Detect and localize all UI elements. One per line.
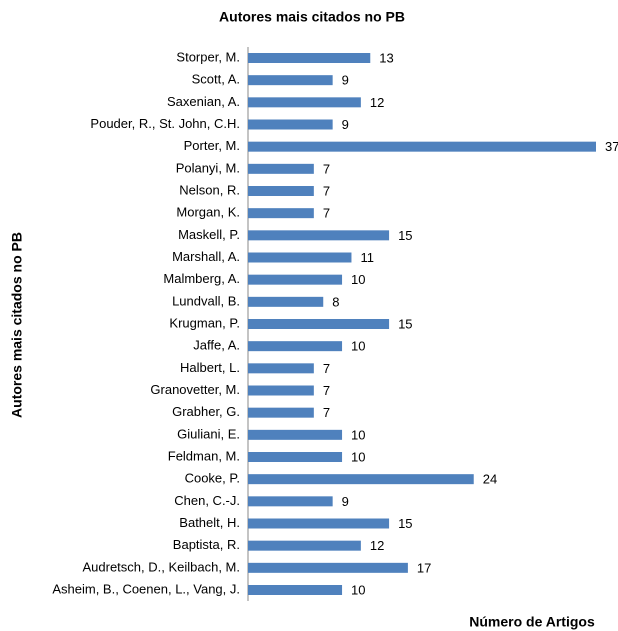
value-label: 7	[323, 383, 330, 398]
bar	[248, 540, 361, 551]
bar	[248, 319, 390, 329]
y-tick-label: Scott, A.	[192, 72, 240, 87]
value-label: 15	[398, 516, 412, 531]
bar	[248, 230, 390, 241]
bar	[248, 53, 371, 63]
value-label: 7	[323, 405, 330, 420]
y-tick-label: Malmberg, A.	[163, 271, 240, 286]
y-tick-label: Krugman, P.	[169, 315, 240, 330]
value-label: 17	[417, 560, 431, 575]
value-label: 9	[342, 117, 349, 132]
value-label: 10	[351, 339, 365, 354]
bar	[248, 97, 361, 108]
value-label: 10	[351, 449, 365, 464]
bar	[248, 385, 314, 396]
y-tick-label: Lundvall, B.	[172, 293, 240, 308]
y-tick-label: Porter, M.	[184, 138, 240, 153]
bar	[248, 252, 352, 263]
value-label: 9	[342, 73, 349, 88]
bar	[248, 163, 314, 174]
bar	[248, 274, 343, 285]
y-axis-label: Autores mais citados no PB	[9, 232, 25, 418]
bar	[248, 562, 408, 573]
y-tick-label: Grabher, G.	[172, 404, 240, 419]
y-tick-label: Baptista, R.	[173, 537, 240, 552]
bar	[248, 75, 333, 86]
bar	[248, 429, 343, 440]
value-label: 7	[323, 206, 330, 221]
y-tick-label: Feldman, M.	[168, 448, 240, 463]
x-axis-label: Número de Artigos	[469, 614, 595, 630]
bar	[248, 341, 343, 352]
value-label: 8	[332, 294, 339, 309]
value-label: 10	[351, 272, 365, 287]
bar	[248, 119, 333, 130]
value-label: 9	[342, 494, 349, 509]
y-tick-label: Cooke, P.	[185, 471, 240, 486]
y-tick-label: Marshall, A.	[172, 249, 240, 264]
value-label: 10	[351, 427, 365, 442]
y-tick-label: Audretsch, D., Keilbach, M.	[82, 559, 240, 574]
y-tick-label: Chen, C.-J.	[174, 493, 240, 508]
y-tick-label: Pouder, R., St. John, C.H.	[90, 116, 240, 131]
bar	[248, 585, 343, 595]
y-tick-label: Granovetter, M.	[150, 382, 240, 397]
bar	[248, 296, 324, 307]
y-tick-label: Saxenian, A.	[167, 94, 240, 109]
y-tick-label: Jaffe, A.	[193, 338, 240, 353]
y-tick-label: Morgan, K.	[176, 205, 240, 220]
bar	[248, 186, 314, 196]
value-label: 11	[360, 250, 374, 265]
y-tick-label: Polanyi, M.	[176, 160, 240, 175]
value-label: 12	[370, 95, 384, 110]
value-label: 24	[483, 472, 497, 487]
value-label: 37	[605, 139, 618, 154]
bar	[248, 208, 314, 219]
bar	[248, 141, 596, 152]
y-tick-label: Storper, M.	[176, 49, 240, 64]
value-label: 15	[398, 228, 412, 243]
y-tick-label: Asheim, B., Coenen, L., Vang, J.	[52, 581, 240, 596]
y-tick-label: Giuliani, E.	[177, 426, 240, 441]
bar	[248, 452, 343, 462]
bar	[248, 474, 474, 485]
y-tick-label: Halbert, L.	[180, 360, 240, 375]
value-label: 10	[351, 582, 365, 597]
chart-title: Autores mais citados no PB	[219, 9, 405, 25]
bar	[248, 363, 314, 374]
bar	[248, 496, 333, 507]
value-label: 7	[323, 361, 330, 376]
value-label: 13	[379, 50, 393, 65]
value-label: 15	[398, 316, 412, 331]
y-tick-label: Maskell, P.	[178, 227, 240, 242]
bar	[248, 518, 390, 529]
value-label: 7	[323, 161, 330, 176]
value-label: 7	[323, 183, 330, 198]
y-tick-label: Nelson, R.	[179, 182, 240, 197]
value-label: 12	[370, 538, 384, 553]
y-tick-label: Bathelt, H.	[179, 515, 240, 530]
bar	[248, 407, 314, 418]
